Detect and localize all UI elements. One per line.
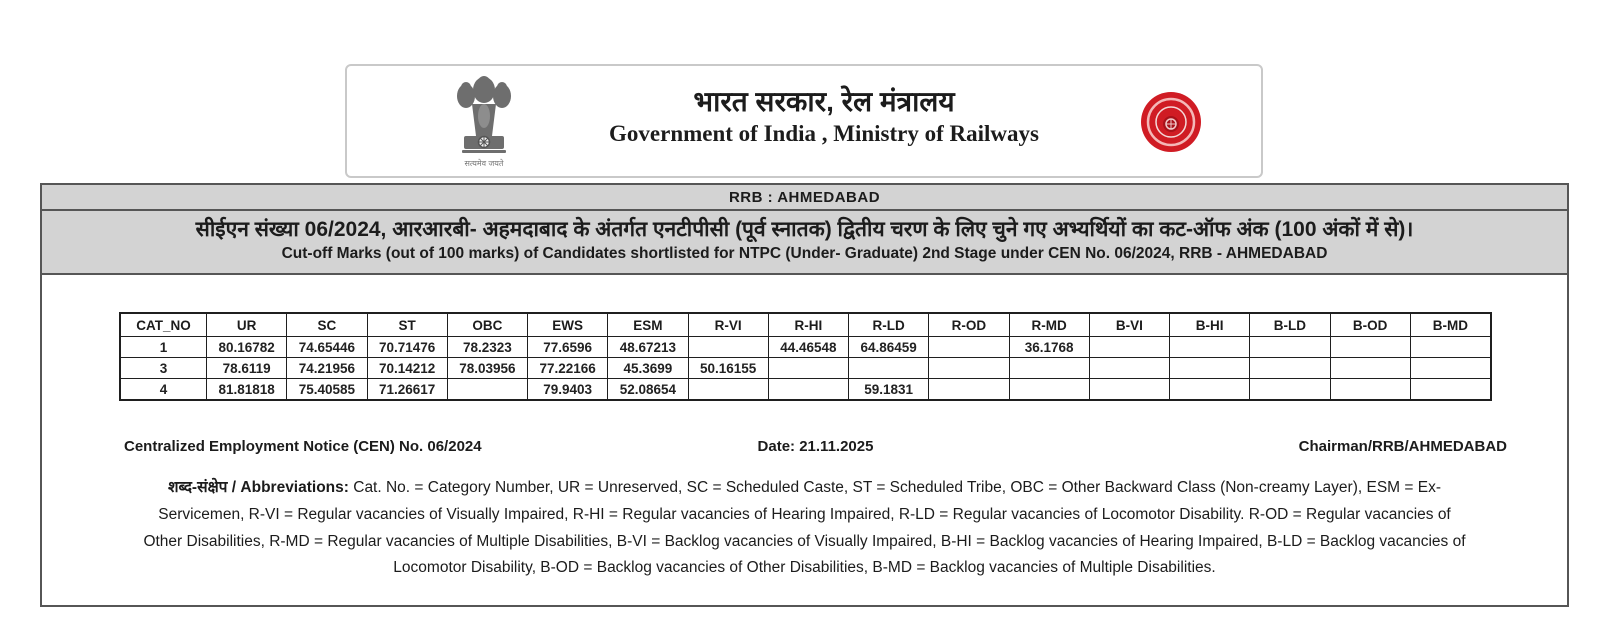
ministry-title-hindi: भारत सरकार, रेल मंत्रालय [693, 86, 955, 117]
cen-number-label: Centralized Employment Notice (CEN) No. … [124, 438, 482, 456]
table-cell: 3 [120, 357, 207, 380]
letterhead-box: सत्यमेव जयते भारत सरकार, रेल मंत्रालय Go… [345, 64, 1263, 178]
column-header: OBC [446, 313, 529, 338]
table-row: 1 80.16782 74.65446 70.71476 78.2323 77.6596 4… [120, 336, 1492, 359]
table-cell [1249, 336, 1331, 359]
table-cell [928, 378, 1010, 401]
table-cell [1409, 357, 1492, 380]
table-cell: 78.03956 [446, 357, 529, 380]
column-header: EWS [526, 313, 609, 338]
table-cell [767, 378, 850, 401]
table-cell: 59.1831 [847, 378, 930, 401]
cutoff-table-header-row: CAT_NO UR SC ST OBC EWS ESM R-VI R-HI R-LD R-OD R-M… [120, 313, 1492, 338]
table-cell [1088, 378, 1171, 401]
table-cell: 79.9403 [526, 378, 609, 401]
table-cell [1329, 336, 1411, 359]
column-header: R-LD [847, 313, 930, 338]
column-header: B-HI [1168, 313, 1251, 338]
notice-date-label: Date: 21.11.2025 [757, 438, 874, 456]
notice-meta-line: Centralized Employment Notice (CEN) No. … [124, 438, 1507, 455]
table-cell: 81.81818 [205, 378, 288, 401]
table-cell: 80.16782 [205, 336, 288, 359]
table-cell: 48.67213 [607, 336, 689, 359]
cutoff-table: CAT_NO UR SC ST OBC EWS ESM R-VI R-HI R-LD R-OD R-M… [119, 312, 1492, 402]
column-header: B-OD [1329, 313, 1411, 338]
cutoff-table-body: 1 80.16782 74.65446 70.71476 78.2323 77.6596 4… [120, 336, 1492, 401]
table-cell: 4 [120, 378, 207, 401]
table-cell: 1 [120, 336, 207, 359]
column-header: B-LD [1249, 313, 1331, 338]
table-cell: 70.14212 [366, 357, 448, 380]
column-header: SC [286, 313, 368, 338]
table-cell: 77.22166 [526, 357, 609, 380]
table-cell: 71.26617 [366, 378, 448, 401]
notice-title-english: Cut-off Marks (out of 100 marks) of Cand… [281, 245, 1328, 263]
table-cell [1168, 336, 1251, 359]
table-cell [1008, 357, 1090, 380]
table-cell [928, 357, 1010, 380]
column-header: R-OD [928, 313, 1010, 338]
column-header: R-MD [1008, 313, 1090, 338]
table-cell: 75.40585 [286, 378, 368, 401]
emblem-caption: सत्यमेव जयते [465, 158, 504, 168]
table-cell [1329, 357, 1411, 380]
column-header: B-VI [1088, 313, 1171, 338]
abbreviations-text: Cat. No. = Category Number, UR = Unreser… [143, 479, 1466, 577]
table-cell [1008, 378, 1090, 401]
table-cell [1409, 378, 1492, 401]
table-cell [767, 357, 850, 380]
column-header: CAT_NO [120, 313, 207, 338]
rrb-office-banner: RRB : AHMEDABAD [42, 185, 1567, 211]
table-cell [1329, 378, 1411, 401]
table-cell: 78.2323 [446, 336, 529, 359]
table-cell [1168, 378, 1251, 401]
notice-title-band: सीईएन संख्या 06/2024, आरआरबी- अहमदाबाद क… [42, 211, 1567, 276]
table-cell [1249, 378, 1331, 401]
abbreviations-lead: शब्द-संक्षेप / Abbreviations: [168, 479, 349, 497]
ashoka-lion-capital-icon: सत्यमेव जयते [442, 74, 526, 172]
table-cell [928, 336, 1010, 359]
table-cell [1168, 357, 1251, 380]
notice-title-hindi: सीईएन संख्या 06/2024, आरआरबी- अहमदाबाद क… [195, 218, 1414, 241]
table-cell [1409, 336, 1492, 359]
column-header: ESM [607, 313, 689, 338]
column-header: B-MD [1409, 313, 1492, 338]
notice-document: RRB : AHMEDABAD सीईएन संख्या 06/2024, आर… [40, 183, 1569, 607]
column-header: R-HI [767, 313, 850, 338]
table-row: 4 81.81818 75.40585 71.26617 79.9403 52.08654… [120, 378, 1492, 401]
table-cell: 74.21956 [286, 357, 368, 380]
table-row: 3 78.6119 74.21956 70.14212 78.03956 77.22166… [120, 357, 1492, 380]
table-cell [847, 357, 930, 380]
table-cell: 77.6596 [526, 336, 609, 359]
table-cell: 74.65446 [286, 336, 368, 359]
table-cell: 50.16155 [687, 357, 769, 380]
table-cell: 78.6119 [205, 357, 288, 380]
table-cell [1249, 357, 1331, 380]
table-cell [1088, 336, 1171, 359]
column-header: R-VI [687, 313, 769, 338]
table-cell: 36.1768 [1008, 336, 1090, 359]
table-cell: 45.3699 [607, 357, 689, 380]
table-cell [1088, 357, 1171, 380]
column-header: UR [205, 313, 288, 338]
indian-railways-seal-icon [1139, 90, 1203, 154]
table-cell: 64.86459 [847, 336, 930, 359]
abbreviations-paragraph: शब्द-संक्षेप / Abbreviations: Cat. No. =… [142, 475, 1467, 582]
table-cell: 70.71476 [366, 336, 448, 359]
table-cell [446, 378, 529, 401]
table-cell: 44.46548 [767, 336, 850, 359]
table-cell: 52.08654 [607, 378, 689, 401]
ministry-title-english: Government of India , Ministry of Railwa… [609, 121, 1039, 146]
signature-label: Chairman/RRB/AHMEDABAD [1298, 438, 1507, 456]
table-cell [687, 336, 769, 359]
table-cell [687, 378, 769, 401]
column-header: ST [366, 313, 448, 338]
